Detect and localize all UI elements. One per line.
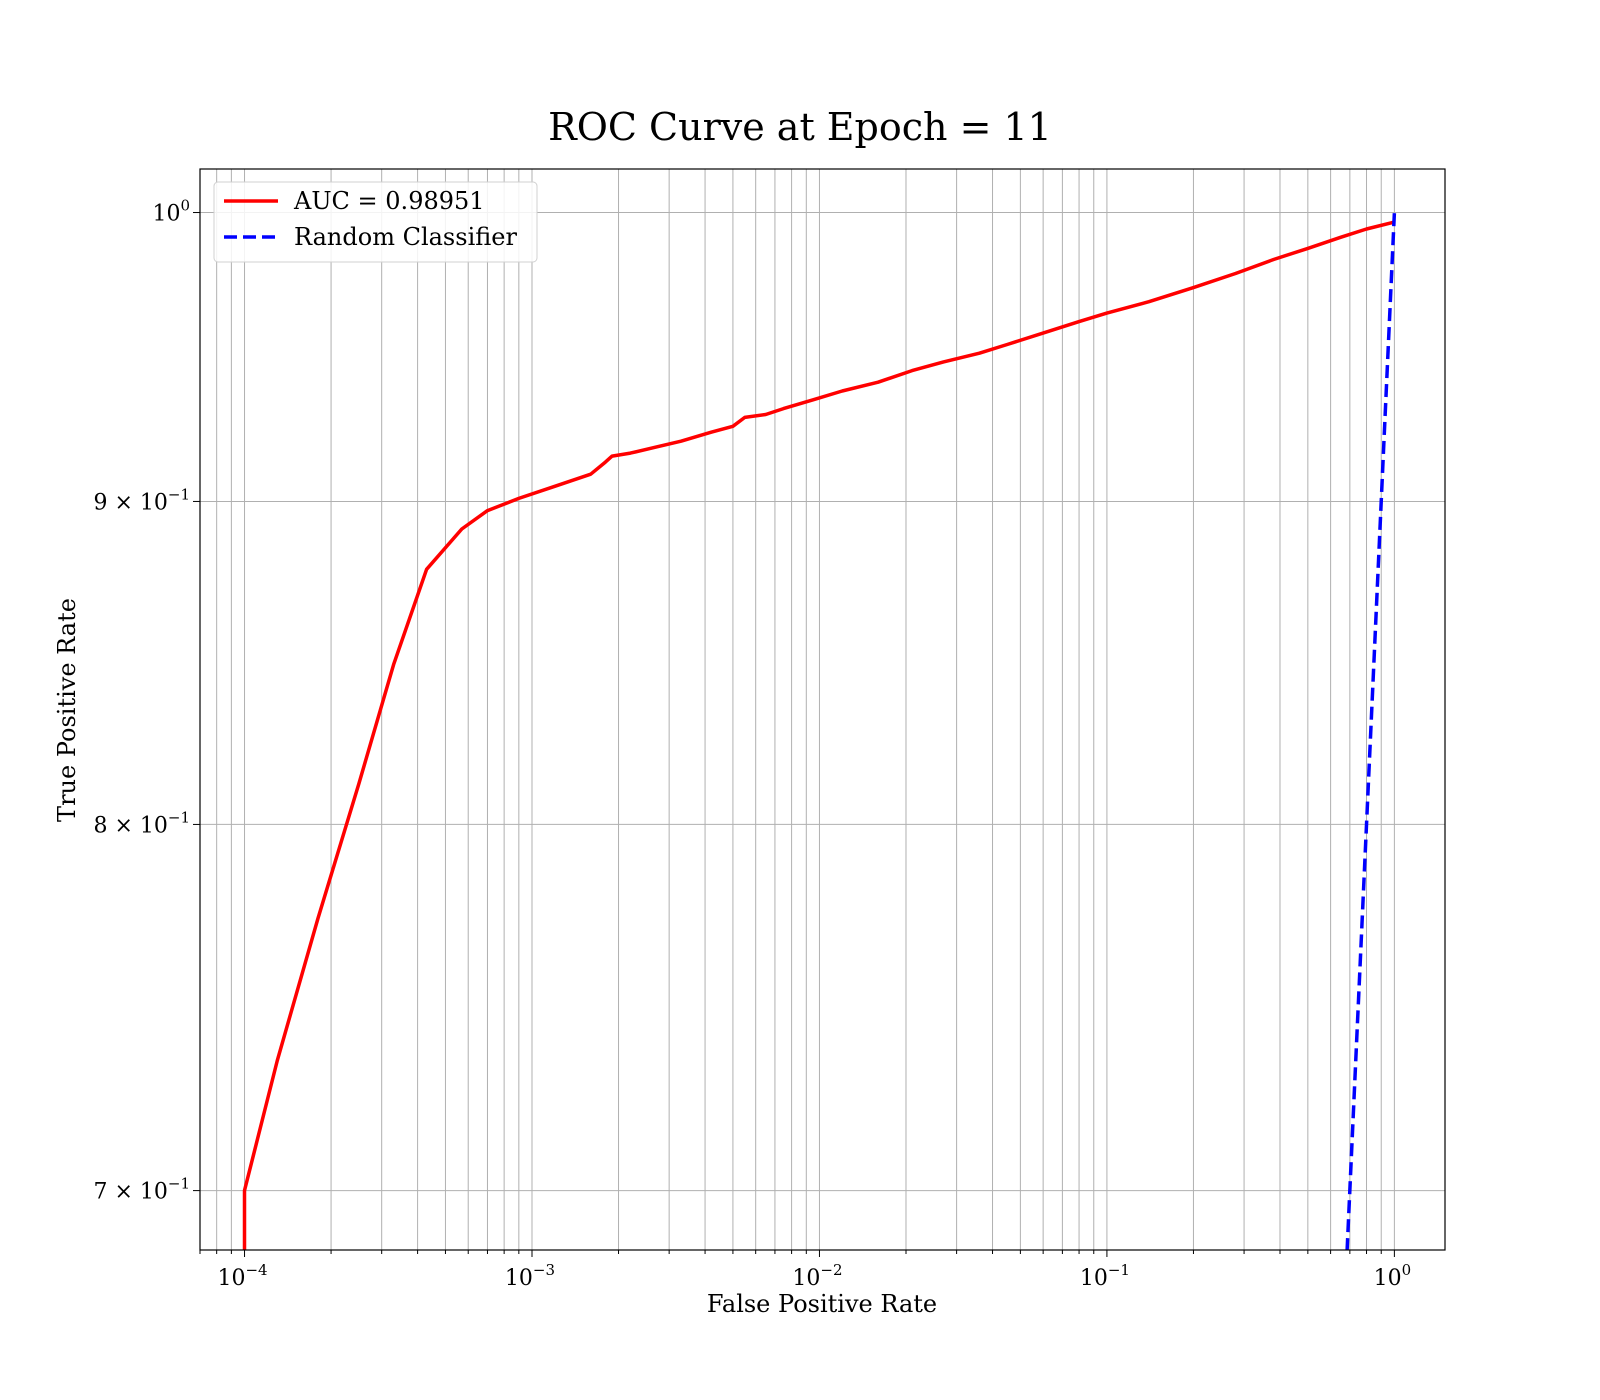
tick-layer: 10−4 10−3 10−2 10−1 100 100 9 × 10−1 8 × 10−1 7 … <box>93 197 1411 1291</box>
legend: AUC = 0.98951 Random Classifier <box>213 181 538 263</box>
y-axis-label: True Positive Rate <box>53 598 81 822</box>
y-tick-label: 8 × 10−1 <box>93 808 190 838</box>
x-tick-label: 10−3 <box>505 1261 555 1291</box>
x-axis-label: False Positive Rate <box>707 1290 937 1318</box>
x-tick-label: 10−4 <box>217 1261 267 1291</box>
roc-curve-line <box>242 220 1395 1250</box>
legend-label-roc: AUC = 0.98951 <box>293 187 485 215</box>
legend-box <box>213 181 538 263</box>
x-tick-label: 100 <box>1374 1261 1412 1291</box>
plot-frame <box>199 168 1446 1251</box>
grid-layer <box>199 169 1445 1250</box>
legend-label-random: Random Classifier <box>294 223 517 251</box>
random-classifier-line <box>1345 212 1397 1250</box>
x-tick-label: 10−2 <box>792 1261 842 1291</box>
chart-title: ROC Curve at Epoch = 11 <box>548 105 1052 149</box>
y-tick-label: 7 × 10−1 <box>93 1175 190 1205</box>
series-layer <box>242 212 1397 1250</box>
y-tick-label: 9 × 10−1 <box>93 485 190 515</box>
x-tick-label: 10−1 <box>1080 1261 1130 1291</box>
y-tick-label: 100 <box>152 197 190 227</box>
